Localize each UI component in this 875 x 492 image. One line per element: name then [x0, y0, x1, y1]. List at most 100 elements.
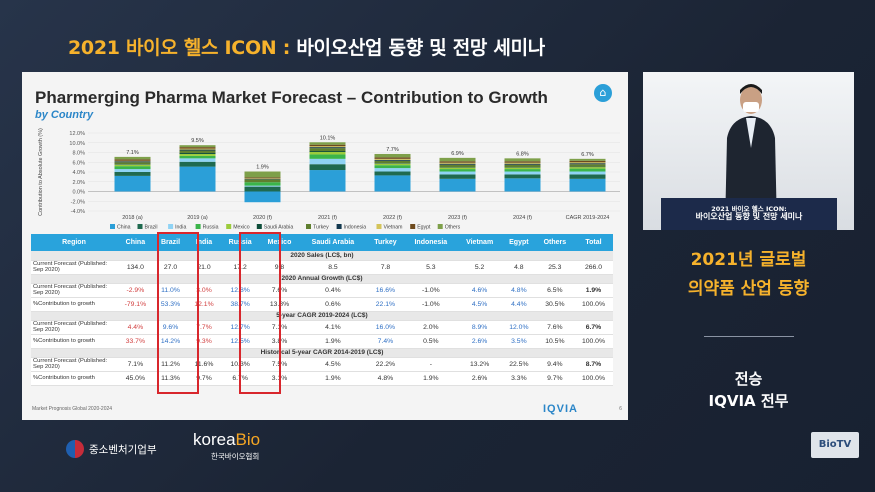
bar-segment-turkey: [309, 148, 346, 152]
table-cell: 11.0%: [153, 283, 188, 298]
talk-title-line1: 2021년 글로벌: [690, 250, 807, 270]
speaker-name: 전승 IQVIA 전무: [643, 368, 854, 412]
bar-segment-india: [439, 171, 476, 175]
podium: 2021 바이오 헬스 ICON: 바이오산업 동향 및 전망 세미나: [661, 198, 837, 230]
bar-segment-turkey: [114, 162, 151, 165]
table-cell: 9.6%: [153, 320, 188, 335]
table-cell: 22.1%: [366, 297, 405, 312]
bar-segment-brazil: [374, 171, 411, 176]
biotv-logo: BioTV: [811, 432, 859, 458]
legend-swatch: [437, 224, 443, 229]
korea-bio-logo-b: Bio: [235, 430, 261, 449]
table-cell: 0.6%: [299, 297, 367, 312]
section-row: 5-year CAGR 2019-2024 (LC$): [31, 311, 613, 321]
bar-segment-india: [244, 185, 281, 187]
bar-segment-saudi-arabia: [309, 151, 346, 153]
bar-segment-brazil: [569, 174, 606, 179]
table-cell: 1.9%: [299, 371, 367, 386]
bar-segment-egypt: [179, 147, 216, 149]
table-cell: 4.5%: [457, 297, 502, 312]
table-cell: 7.6%: [535, 320, 574, 335]
bar-segment-mexico: [569, 167, 606, 169]
table-cell: 266.0: [573, 260, 613, 275]
table-cell: 7.1%: [117, 357, 154, 372]
section-title: 5-year CAGR 2019-2024 (LC$): [31, 311, 613, 321]
row-label: %Contribution to growth: [31, 334, 117, 349]
section-row: Historical 5-year CAGR 2014-2019 (LC$): [31, 348, 613, 358]
table-row: Current Forecast (Published: Sep 2020) 4.…: [31, 320, 613, 335]
table-cell: -1.0%: [404, 283, 458, 298]
bar-segment-turkey: [569, 164, 606, 167]
bar-segment-turkey: [504, 164, 541, 168]
table-cell: 9.7%: [535, 371, 574, 386]
table-cell: 13.2%: [457, 357, 502, 372]
table-cell: -79.1%: [117, 297, 154, 312]
brazil-highlight-box: [157, 232, 199, 394]
bar-segment-mexico: [179, 153, 216, 156]
forecast-table: Region China Brazil India Russia Mexico Saudi …: [31, 234, 613, 386]
table-cell: 22.5%: [502, 357, 536, 372]
ministry-name: 중소벤처기업부: [89, 443, 157, 456]
y-tick-label: 12.0%: [69, 131, 85, 137]
legend-swatch: [110, 224, 115, 229]
home-icon[interactable]: ⌂: [594, 84, 612, 102]
table-cell: 2.0%: [404, 320, 458, 335]
podium-line1: 2021 바이오 헬스 ICON:: [711, 205, 787, 213]
presentation-slide: Pharmerging Pharma Market Forecast – Con…: [22, 72, 628, 420]
table-cell: 21.0: [187, 260, 221, 275]
legend-label: Russia: [203, 225, 219, 231]
bar-segment-turkey: [244, 179, 281, 183]
x-tick-label: 2019 (a): [187, 215, 208, 221]
table-cell: 8.7%: [573, 357, 613, 372]
korea-bio-logo: koreaBio 한국바이오협회: [193, 430, 260, 462]
bar-segment-china: [179, 166, 216, 192]
bar-total-label: 10.1%: [320, 135, 336, 141]
legend-swatch: [336, 224, 342, 229]
bar-segment-mexico: [504, 167, 541, 170]
table-cell: 6.5%: [535, 283, 574, 298]
bar-segment-china: [439, 178, 476, 192]
talk-title-line2: 의약품 산업 동향: [687, 279, 810, 299]
legend-swatch: [256, 224, 262, 229]
bar-segment-turkey: [439, 164, 476, 168]
section-row: 2020 Sales (LC$, bn): [31, 251, 613, 261]
table-cell: 134.0: [117, 260, 154, 275]
table-cell: -: [404, 357, 458, 372]
bar-segment-mexico: [114, 164, 151, 167]
column-header: Brazil: [153, 234, 188, 251]
table-cell: 1.9%: [404, 371, 458, 386]
bar-segment-indonesia: [114, 161, 151, 163]
row-label: Current Forecast (Published: Sep 2020): [31, 260, 117, 275]
bar-segment-vietnam: [504, 162, 541, 164]
bar-segment-india: [504, 171, 541, 175]
column-header: Others: [535, 234, 574, 251]
table-cell: 16.0%: [366, 320, 405, 335]
table-cell: 9.7%: [187, 371, 221, 386]
bar-segment-others: [244, 171, 281, 178]
speaker-role: IQVIA 전무: [708, 392, 789, 410]
x-tick-label: 2022 (f): [383, 215, 402, 221]
bar-segment-egypt: [114, 159, 151, 161]
table-cell: 16.6%: [366, 283, 405, 298]
y-tick-label: -4.0%: [71, 209, 85, 215]
ministry-logo: 중소벤처기업부: [66, 440, 157, 458]
column-header: Region: [31, 234, 117, 251]
bar-segment-russia: [374, 165, 411, 169]
legend-swatch: [410, 224, 416, 229]
column-header: Vietnam: [457, 234, 502, 251]
banner-title-part1: 2021 바이오 헬스 ICON :: [68, 37, 297, 59]
bar-segment-others: [374, 153, 411, 158]
y-tick-label: 8.0%: [72, 151, 85, 157]
speaker-name-line1: 전승: [734, 370, 763, 388]
row-label: Current Forecast (Published: Sep 2020): [31, 283, 117, 298]
table-cell: 4.8%: [502, 283, 536, 298]
legend-label: China: [117, 225, 131, 231]
table-cell: 4.6%: [457, 283, 502, 298]
table-cell: 7.4%: [366, 334, 405, 349]
table-cell: 100.0%: [573, 334, 613, 349]
table-cell: 2.6%: [457, 371, 502, 386]
bar-segment-others: [309, 142, 346, 145]
divider: [704, 336, 794, 337]
table-cell: 8.9%: [457, 320, 502, 335]
bar-segment-brazil: [114, 172, 151, 176]
